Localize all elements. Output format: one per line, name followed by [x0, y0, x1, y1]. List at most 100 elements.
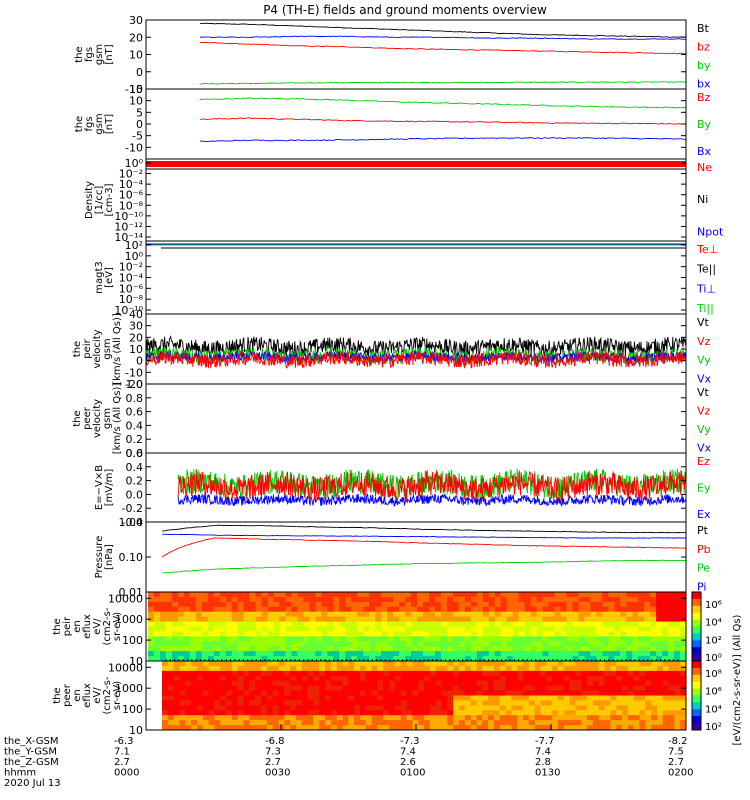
y-label-line: [nPa]: [104, 544, 115, 570]
panel-peer-en-eflux: 10000 1000 100 10 the peer en eflux eV/(cm2-s-sr…: [52, 660, 687, 737]
y-tick-label: 10⁻⁴: [119, 178, 144, 191]
axis-y-tick: 7.4: [400, 747, 416, 758]
y-tick-label: 0: [136, 66, 143, 79]
legend-fgs-gsm-2: by: [697, 59, 711, 72]
y-tick-label: 10000: [108, 592, 143, 605]
colorbar-tick: 10⁴: [705, 704, 722, 715]
y-tick-label: 10⁻⁶: [119, 189, 144, 202]
colorbar-tick: 10⁶: [705, 687, 722, 698]
axis-y-tick: 7.4: [535, 747, 551, 758]
y-tick-label: 15: [129, 83, 143, 96]
y-tick-label: 0.4: [126, 461, 144, 474]
colorbar-tick: 10⁶: [705, 600, 722, 611]
legend-e-field-2: Ex: [697, 508, 711, 521]
axis-z-tick: 2.8: [535, 757, 551, 768]
y-label-line: gsm: [102, 408, 113, 429]
legend-density-1: Ni: [697, 193, 708, 206]
y-tick-label: 10²: [125, 239, 143, 252]
panel-frame: [145, 383, 687, 454]
axis-y-tick: 7.1: [114, 747, 130, 758]
y-tick-label: 10: [129, 343, 143, 356]
y-tick-label: 0.0: [126, 447, 144, 460]
legend-magt3-3: Ti||: [696, 302, 714, 315]
heatmap-cells: [148, 592, 686, 661]
axis-z-tick: 2.6: [400, 757, 416, 768]
y-label-line: (cm2-s-: [102, 607, 113, 645]
axis-row-label: 2020 Jul 13: [4, 778, 61, 789]
axis-x-tick: -7.7: [535, 736, 555, 747]
axis-z-tick: 2.7: [114, 757, 130, 768]
y-tick-label: 1.00: [119, 516, 144, 529]
axis-hhmm-tick: 0000: [114, 768, 139, 779]
y-tick-label: 10⁻⁶: [119, 282, 144, 295]
y-tick-label: -0.2: [122, 502, 143, 515]
colorbar-tick: 10⁰: [705, 653, 722, 664]
y-label-line: [1/cc]: [94, 186, 105, 215]
y-label-line: gsm: [102, 338, 113, 359]
y-label-line: magt3: [94, 261, 105, 294]
y-tick-label: -10: [125, 83, 143, 96]
axis-row-label: hhmm: [4, 768, 36, 779]
y-label-fgs-gsm: the fgs gsm [nT]: [74, 44, 115, 65]
y-label-line: eflux: [82, 614, 93, 639]
legend-peer-velocity-2: Vy: [697, 423, 711, 436]
y-label-line: gsm: [94, 113, 105, 134]
y-tick-label: 0.6: [126, 406, 144, 419]
y-label-line: velocity: [92, 399, 103, 438]
y-label-line: [nT]: [104, 114, 115, 134]
legend-peir-velocity-2: Vy: [697, 354, 711, 367]
y-label-line: peir: [62, 616, 73, 636]
y-tick-label: 0.2: [126, 433, 144, 446]
series-fgs-gsm-bz: [199, 42, 686, 55]
panel-peir-en-eflux: 10000 1000 100 10 the peir en eflux eV/(cm2-s-sr…: [52, 591, 687, 668]
panel-frame: [145, 158, 687, 242]
y-label-line: E=−V×B: [94, 465, 105, 510]
y-tick-label: -20: [125, 378, 143, 391]
axis-row-label: the_Y-GSM: [4, 747, 57, 758]
y-tick-label: 0.2: [126, 475, 144, 488]
legend-fgs-gsm-2-2: Bx: [697, 145, 712, 158]
y-tick-label: 10⁰: [125, 250, 144, 263]
y-label-line: velocity: [92, 329, 103, 368]
colorbar-tick: 10²: [705, 635, 722, 646]
y-tick-label: 0.6: [126, 447, 144, 460]
y-tick-label: 1.0: [126, 378, 144, 391]
axis-y-tick: 7.5: [668, 747, 684, 758]
legend-magt3-1: Te||: [696, 263, 716, 276]
axis-hhmm-tick: 0200: [668, 768, 693, 779]
y-tick-label: -10: [125, 366, 143, 379]
y-label-line: Pressure: [94, 536, 105, 579]
y-label-line: eflux: [82, 683, 93, 708]
y-label-line: [km/s (All Qs)]: [112, 313, 123, 385]
y-label-line: the: [74, 116, 85, 132]
y-label-line: [nT]: [104, 44, 115, 64]
y-tick-label: 10⁻¹⁰: [114, 304, 143, 317]
y-tick-label: 40: [129, 308, 143, 321]
legend-fgs-gsm-2-0: Bz: [697, 91, 711, 104]
y-label-line: the: [52, 687, 63, 703]
series-fgs-gsm-2-bz: [199, 117, 686, 125]
series-peir-velocity-vz: [146, 350, 686, 369]
y-tick-label: -5: [132, 130, 143, 143]
y-label-line: [eV]: [104, 267, 115, 288]
y-label-line: fgs: [84, 116, 95, 131]
y-tick-label: 0.10: [119, 551, 144, 564]
y-label-e-field: E=−V×B [mV/m]: [94, 465, 115, 510]
series-peir-velocity-vt: [146, 335, 686, 359]
y-tick-label: 10: [129, 95, 143, 108]
series-pressure-pi: [162, 533, 686, 539]
series-pressure-pb: [161, 537, 686, 558]
plot-title: P4 (TH-E) fields and ground moments over…: [263, 3, 547, 17]
y-label-line: en: [72, 620, 83, 633]
legend-fgs-gsm-0: Bt: [697, 22, 710, 35]
legend-pressure-2: Pe: [697, 562, 710, 575]
y-label-peir-velocity: the peir velocity gsm [km/s (All Qs)]: [72, 313, 123, 385]
panel-frame: [145, 521, 687, 593]
